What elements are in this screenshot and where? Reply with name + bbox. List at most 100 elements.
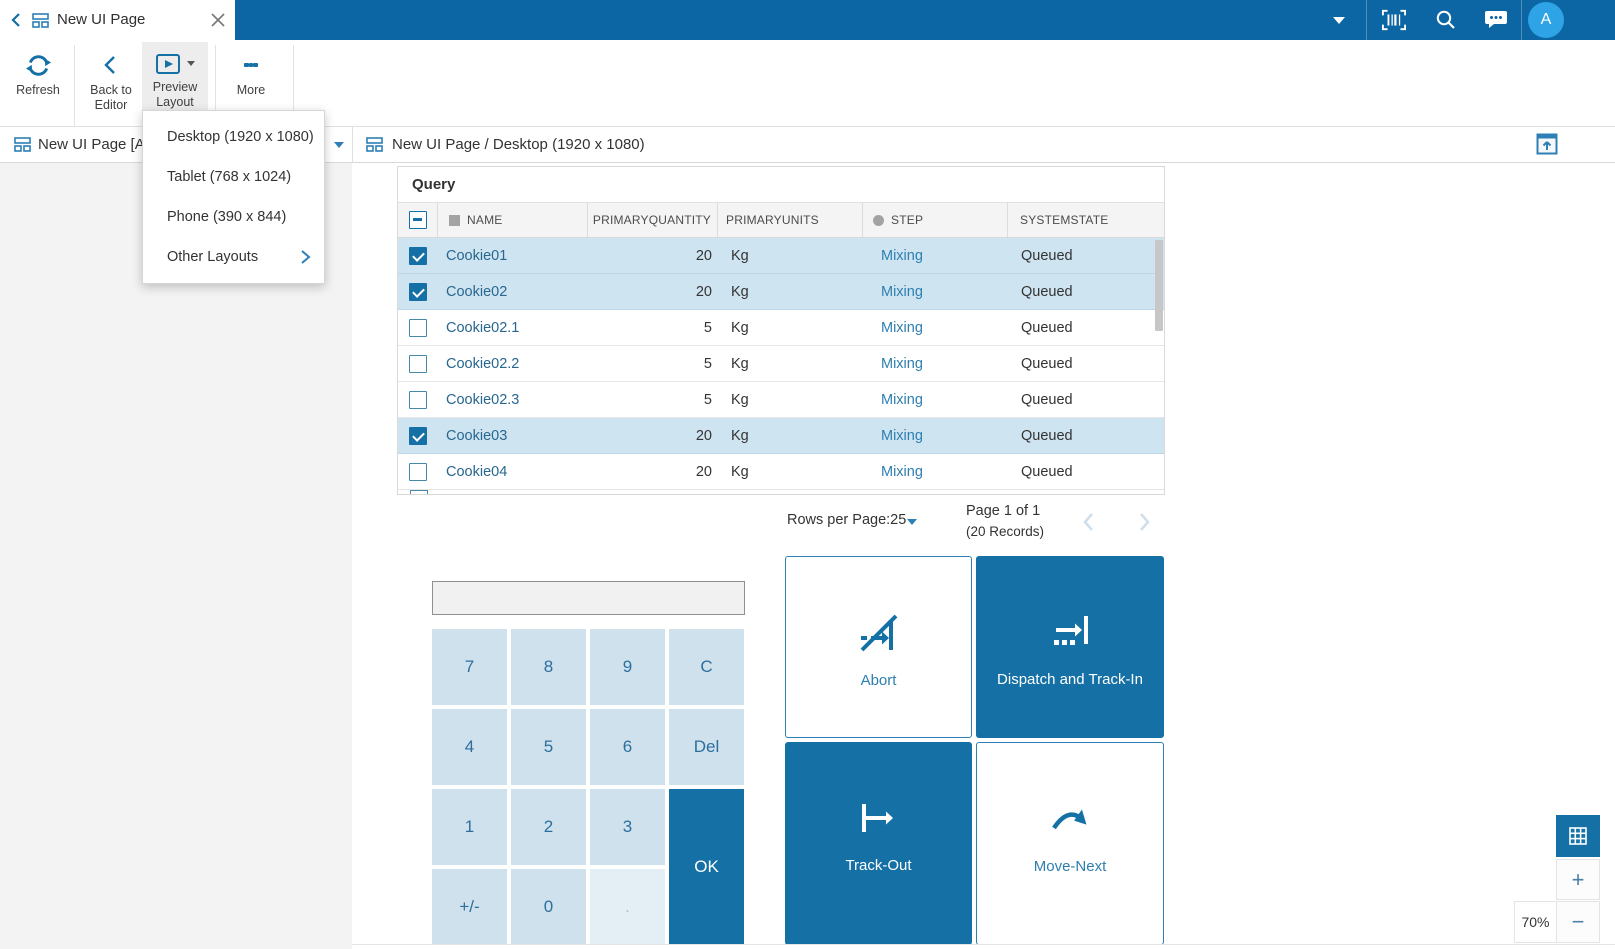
keypad-key[interactable]: . <box>590 869 665 945</box>
cell-name[interactable]: Cookie02.3 <box>446 391 520 408</box>
track-out-icon <box>861 804 893 832</box>
column-header-step[interactable]: STEP <box>863 203 1008 237</box>
table-scrollbar-thumb[interactable] <box>1155 240 1163 331</box>
keypad-key[interactable]: 6 <box>590 709 665 785</box>
row-checkbox[interactable] <box>409 390 427 409</box>
layout-menu-item-label: Phone (390 x 844) <box>167 209 287 225</box>
row-checkbox-cell <box>398 418 438 453</box>
preview-layout-button[interactable]: Preview Layout <box>142 42 208 110</box>
table-header-row: NAME PRIMARYQUANTITY PRIMARYUNITS STEP S… <box>398 203 1164 238</box>
tab-title[interactable]: New UI Page <box>57 11 146 28</box>
keypad-key[interactable]: 5 <box>511 709 586 785</box>
table-row[interactable]: Cookie02.1 5 Kg Mixing Queued <box>398 310 1164 346</box>
chevron-down-icon[interactable] <box>334 142 344 148</box>
row-checkbox[interactable] <box>409 318 427 337</box>
keypad-key[interactable]: 8 <box>511 629 586 705</box>
cell-name[interactable]: Cookie02 <box>446 283 508 300</box>
cell-name[interactable]: Cookie02.1 <box>446 319 520 336</box>
zoom-out-button[interactable]: − <box>1556 901 1600 943</box>
table-row[interactable]: Cookie02.3 5 Kg Mixing Queued <box>398 382 1164 418</box>
move-next-icon <box>1052 809 1087 830</box>
column-header-primaryunits[interactable]: PRIMARYUNITS <box>718 203 863 237</box>
cell-step[interactable]: Mixing <box>881 283 923 300</box>
row-checkbox[interactable] <box>409 462 427 481</box>
preview-breadcrumb: New UI Page / Desktop (1920 x 1080) <box>392 136 645 153</box>
cell-primaryquantity: 5 <box>703 355 712 372</box>
cell-step[interactable]: Mixing <box>881 247 923 264</box>
avatar[interactable]: A <box>1528 2 1564 38</box>
keypad-key[interactable]: 7 <box>432 629 507 705</box>
more-dots-icon <box>244 50 258 80</box>
layout-menu-item[interactable]: Other Layouts <box>143 237 324 277</box>
abort-icon <box>860 614 897 652</box>
keypad-display[interactable] <box>432 581 745 615</box>
cell-step[interactable]: Mixing <box>881 391 923 408</box>
ui-page-icon <box>14 137 31 152</box>
cell-name[interactable]: Cookie04 <box>446 463 508 480</box>
table-row[interactable]: Cookie01 20 Kg Mixing Queued <box>398 238 1164 274</box>
back-to-editor-label: Back to Editor <box>90 83 132 112</box>
previous-page-icon[interactable] <box>1077 510 1101 534</box>
select-all-checkbox[interactable] <box>409 211 427 229</box>
table-row[interactable]: Cookie02 20 Kg Mixing Queued <box>398 274 1164 310</box>
table-row[interactable]: Cookie04 20 Kg Mixing Queued <box>398 454 1164 490</box>
row-checkbox[interactable] <box>409 354 427 373</box>
barcode-scan-icon[interactable] <box>1382 9 1406 31</box>
column-header-primaryquantity[interactable]: PRIMARYQUANTITY <box>588 203 718 237</box>
close-icon[interactable] <box>208 10 228 30</box>
keypad-key[interactable]: 1 <box>432 789 507 865</box>
refresh-button[interactable]: Refresh <box>8 42 68 114</box>
search-icon[interactable] <box>1434 9 1458 31</box>
keypad-key[interactable]: 2 <box>511 789 586 865</box>
table-row[interactable]: Cookie02.2 5 Kg Mixing Queued <box>398 346 1164 382</box>
keypad-key[interactable]: Del <box>669 709 744 785</box>
table-row[interactable]: Cookie03 20 Kg Mixing Queued <box>398 418 1164 454</box>
row-checkbox[interactable] <box>409 282 427 301</box>
table-body: Cookie01 20 Kg Mixing Queued Cookie02 20… <box>398 238 1164 490</box>
cell-name[interactable]: Cookie03 <box>446 427 508 444</box>
cell-systemstate: Queued <box>1021 319 1073 336</box>
keypad-key[interactable]: 9 <box>590 629 665 705</box>
editor-pane-title[interactable]: New UI Page [A.2 <box>38 136 158 153</box>
back-icon[interactable] <box>8 11 26 29</box>
layout-menu-item[interactable]: Phone (390 x 844) <box>143 197 324 237</box>
keypad-key[interactable]: C <box>669 629 744 705</box>
dispatch-track-in-tile[interactable]: Dispatch and Track-In <box>976 556 1164 738</box>
preview-play-icon <box>156 53 180 74</box>
track-out-tile[interactable]: Track-Out <box>785 742 972 945</box>
chevron-down-icon[interactable] <box>907 519 917 525</box>
grid-toggle-button[interactable] <box>1556 815 1600 857</box>
zoom-in-button[interactable]: + <box>1556 859 1600 900</box>
keypad-key[interactable]: OK <box>669 789 744 945</box>
step-icon <box>873 214 884 226</box>
cell-primaryunits: Kg <box>731 319 749 336</box>
next-page-icon[interactable] <box>1132 510 1156 534</box>
back-to-editor-button[interactable]: Back to Editor <box>82 42 140 114</box>
keypad-key[interactable]: +/- <box>432 869 507 945</box>
row-checkbox-cell <box>398 310 438 345</box>
cell-step[interactable]: Mixing <box>881 427 923 444</box>
more-button[interactable]: More <box>222 42 280 114</box>
keypad-key[interactable]: 4 <box>432 709 507 785</box>
pane-divider <box>352 127 353 162</box>
cell-step[interactable]: Mixing <box>881 463 923 480</box>
keypad-key[interactable]: 3 <box>590 789 665 865</box>
layout-menu-item[interactable]: Desktop (1920 x 1080) <box>143 117 324 157</box>
cell-step[interactable]: Mixing <box>881 355 923 372</box>
chevron-down-icon[interactable] <box>1333 17 1345 24</box>
grid-icon <box>1569 827 1587 845</box>
column-header-systemstate[interactable]: SYSTEMSTATE <box>1020 213 1109 227</box>
cell-step[interactable]: Mixing <box>881 319 923 336</box>
row-checkbox[interactable] <box>409 246 427 265</box>
popout-window-icon[interactable] <box>1536 133 1558 155</box>
chat-icon[interactable] <box>1484 9 1508 31</box>
keypad-key[interactable]: 0 <box>511 869 586 945</box>
row-checkbox[interactable] <box>409 426 427 445</box>
cell-name[interactable]: Cookie02.2 <box>446 355 520 372</box>
layout-menu-item[interactable]: Tablet (768 x 1024) <box>143 157 324 197</box>
rows-per-page-dropdown[interactable]: Rows per Page:25 <box>787 512 907 528</box>
cell-name[interactable]: Cookie01 <box>446 247 508 264</box>
move-next-tile[interactable]: Move-Next <box>976 742 1164 945</box>
abort-tile[interactable]: Abort <box>785 556 972 738</box>
column-header-name[interactable]: NAME <box>438 203 588 237</box>
